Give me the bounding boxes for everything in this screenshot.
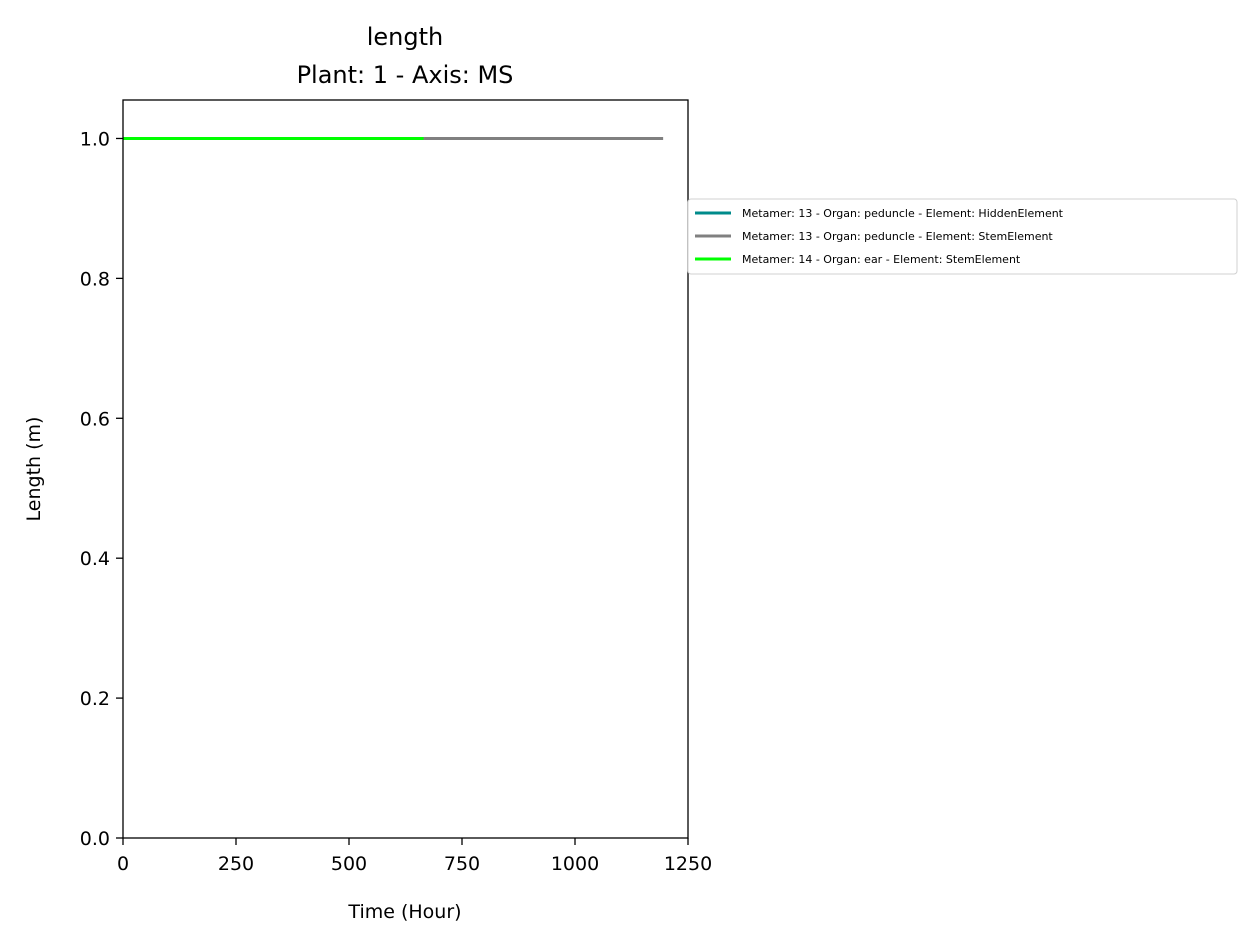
legend-frame bbox=[687, 198, 1238, 275]
y-tick-label: 0.6 bbox=[80, 408, 110, 430]
y-axis-ticks: 0.0 0.2 0.4 0.6 0.8 1.0 bbox=[80, 128, 123, 850]
legend-label: Metamer: 13 - Organ: peduncle - Element:… bbox=[742, 207, 1064, 220]
y-tick-label: 0.0 bbox=[80, 828, 110, 850]
x-tick-label: 250 bbox=[218, 853, 254, 875]
legend-label: Metamer: 14 - Organ: ear - Element: Stem… bbox=[742, 253, 1021, 266]
x-axis-ticks: 0 250 500 750 1000 1250 bbox=[117, 838, 712, 875]
x-tick-label: 0 bbox=[117, 853, 129, 875]
x-tick-label: 500 bbox=[331, 853, 367, 875]
y-axis-label: Length (m) bbox=[23, 417, 45, 522]
y-tick-label: 0.4 bbox=[80, 548, 110, 570]
y-tick-label: 0.8 bbox=[80, 268, 110, 290]
x-axis-label: Time (Hour) bbox=[347, 901, 461, 923]
legend-items: Metamer: 13 - Organ: peduncle - Element:… bbox=[695, 207, 1064, 266]
y-tick-label: 1.0 bbox=[80, 128, 110, 150]
chart-title: length bbox=[367, 23, 444, 51]
legend-label: Metamer: 13 - Organ: peduncle - Element:… bbox=[742, 230, 1053, 243]
x-tick-label: 1250 bbox=[664, 853, 712, 875]
x-tick-label: 1000 bbox=[551, 853, 599, 875]
legend: Metamer: 13 - Organ: peduncle - Element:… bbox=[687, 198, 1238, 275]
chart-subtitle: Plant: 1 - Axis: MS bbox=[297, 61, 514, 89]
y-tick-label: 0.2 bbox=[80, 688, 110, 710]
plot-frame bbox=[122, 99, 689, 839]
x-tick-label: 750 bbox=[444, 853, 480, 875]
